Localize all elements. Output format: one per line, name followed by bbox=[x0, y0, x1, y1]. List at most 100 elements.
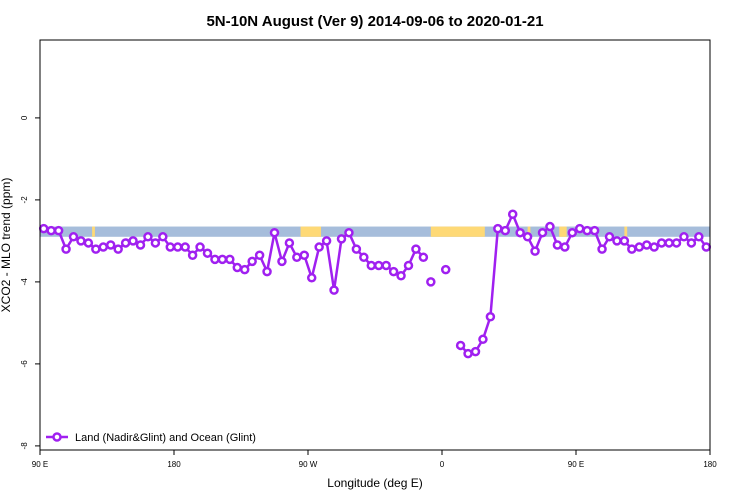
y-tick-label: -6 bbox=[20, 360, 29, 368]
data-point bbox=[537, 227, 548, 238]
x-tick-label: 180 bbox=[167, 460, 181, 469]
data-point bbox=[68, 232, 79, 242]
data-point bbox=[225, 254, 235, 265]
legend: Land (Nadir&Glint) and Ocean (Glint) bbox=[46, 432, 256, 444]
data-point bbox=[210, 254, 220, 265]
data-point bbox=[351, 244, 362, 254]
x-tick-label: 0 bbox=[440, 460, 445, 469]
legend-marker-swatch bbox=[52, 432, 62, 442]
data-point bbox=[314, 242, 324, 252]
land-band bbox=[624, 226, 628, 237]
data-point bbox=[217, 254, 228, 265]
data-point bbox=[172, 242, 183, 252]
data-point bbox=[366, 260, 377, 271]
data-point bbox=[232, 262, 243, 273]
data-point bbox=[500, 225, 511, 236]
data-point bbox=[128, 236, 138, 246]
data-point bbox=[463, 348, 473, 359]
land-band bbox=[527, 226, 531, 237]
data-point bbox=[411, 244, 421, 254]
data-point bbox=[373, 260, 384, 271]
data-point bbox=[552, 240, 563, 250]
data-point bbox=[671, 238, 682, 248]
data-point bbox=[612, 236, 622, 246]
data-point bbox=[582, 225, 592, 236]
data-point bbox=[344, 227, 354, 238]
land-band bbox=[430, 226, 485, 237]
data-point bbox=[522, 232, 533, 242]
data-point bbox=[701, 242, 712, 252]
land-band bbox=[559, 226, 567, 237]
data-point bbox=[627, 244, 637, 254]
data-point bbox=[589, 225, 600, 236]
data-point bbox=[321, 236, 332, 246]
data-point bbox=[187, 250, 198, 260]
data-point bbox=[485, 312, 496, 322]
y-tick-label: -4 bbox=[20, 278, 29, 286]
x-axis: 90 E 180 90 W 0 90 E 180 bbox=[32, 450, 717, 469]
x-tick-label: 180 bbox=[703, 460, 717, 469]
data-point bbox=[83, 238, 94, 248]
data-point bbox=[560, 242, 570, 252]
data-point bbox=[656, 238, 667, 248]
data-point bbox=[150, 238, 161, 248]
data-point bbox=[277, 256, 287, 267]
data-point bbox=[664, 238, 674, 248]
data-point bbox=[515, 227, 525, 238]
data-point bbox=[202, 248, 213, 258]
data-point bbox=[113, 244, 123, 254]
x-tick-label: 90 W bbox=[299, 460, 318, 469]
data-point bbox=[470, 346, 481, 357]
data-point bbox=[507, 209, 518, 219]
data-point bbox=[158, 232, 168, 242]
x-tick-label: 90 E bbox=[568, 460, 584, 469]
data-point bbox=[396, 271, 406, 281]
data-point bbox=[38, 223, 49, 234]
data-point bbox=[545, 221, 555, 232]
data-point bbox=[262, 266, 272, 277]
data-point bbox=[686, 238, 697, 248]
data-point bbox=[649, 242, 659, 252]
data-point bbox=[530, 246, 540, 256]
chart-title: 5N-10N August (Ver 9) 2014-09-06 to 2020… bbox=[206, 13, 543, 30]
legend-label: Land (Nadir&Glint) and Ocean (Glint) bbox=[75, 432, 256, 444]
y-axis-label: XCO2 - MLO trend (ppm) bbox=[0, 178, 13, 313]
data-point bbox=[180, 242, 190, 252]
data-point bbox=[567, 227, 578, 238]
x-tick-label: 90 E bbox=[32, 460, 48, 469]
data-point bbox=[426, 277, 436, 287]
data-point bbox=[46, 225, 56, 236]
data-point bbox=[284, 238, 295, 248]
data-point bbox=[478, 334, 488, 345]
land-band bbox=[92, 226, 95, 237]
data-point bbox=[455, 340, 466, 351]
data-point bbox=[641, 240, 652, 250]
data-point bbox=[143, 232, 153, 242]
data-point bbox=[91, 244, 101, 254]
data-point bbox=[574, 223, 585, 234]
ocean-band bbox=[40, 226, 710, 237]
data-point bbox=[269, 227, 280, 238]
data-point bbox=[329, 285, 339, 295]
y-tick-label: -8 bbox=[20, 442, 29, 450]
data-point bbox=[619, 236, 630, 246]
data-point bbox=[299, 250, 310, 260]
data-point bbox=[359, 252, 369, 263]
x-axis-label: Longitude (deg E) bbox=[327, 476, 422, 490]
data-point bbox=[634, 242, 645, 252]
data-point bbox=[336, 234, 347, 244]
data-point bbox=[388, 266, 399, 277]
land-ocean-mask bbox=[40, 226, 710, 237]
data-point bbox=[165, 242, 176, 252]
y-axis: 0 -2 -4 -6 -8 bbox=[20, 115, 40, 449]
data-point bbox=[105, 240, 116, 250]
data-point bbox=[120, 238, 131, 248]
data-point bbox=[440, 264, 451, 275]
series-layer bbox=[38, 209, 712, 359]
data-point bbox=[381, 260, 391, 271]
land-band bbox=[300, 226, 322, 237]
y-tick-label: 0 bbox=[20, 115, 29, 120]
data-point bbox=[61, 244, 71, 254]
data-point bbox=[694, 232, 704, 242]
